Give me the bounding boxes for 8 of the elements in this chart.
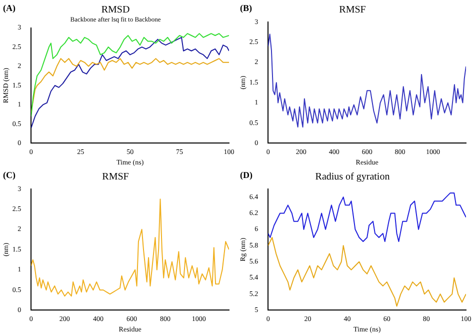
chart-title: Radius of gyration	[315, 172, 390, 183]
chart-title: RMSD	[101, 4, 130, 16]
text: (D)	[240, 170, 252, 180]
chart-title: RMSF	[102, 172, 130, 183]
chart-title: RMSF	[339, 4, 366, 16]
text: (A)	[3, 2, 16, 13]
text: (C)	[3, 170, 16, 180]
text: (B)	[240, 2, 252, 13]
